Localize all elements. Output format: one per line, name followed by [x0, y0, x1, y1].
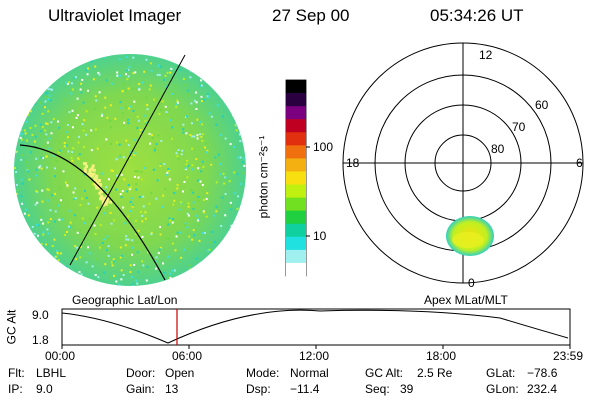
- alt-xtick-0000: 00:00: [45, 349, 76, 363]
- gc-alt-axis-label: GC Alt: [4, 309, 19, 345]
- lat-line: [19, 144, 166, 281]
- alt-xtick-1800: 18:00: [426, 349, 457, 363]
- gain-label: Gain:: [126, 382, 155, 396]
- seq-value: 39: [400, 382, 414, 396]
- glat-value: −78.6: [527, 366, 558, 380]
- colorbar-step: [286, 80, 306, 94]
- colorbar-step: [286, 93, 306, 107]
- time-label: 05:34:26 UT: [430, 6, 524, 25]
- gc-alt-value: 2.5 Re: [417, 366, 453, 380]
- colorbar-step: [286, 171, 306, 186]
- alt-xtick-0600: 06:00: [172, 349, 203, 363]
- colorbar-step: [286, 210, 306, 225]
- dsp-value: −11.4: [290, 382, 320, 396]
- ip-value: 9.0: [36, 382, 53, 396]
- mode-label: Mode:: [246, 366, 280, 380]
- lon-line: [69, 54, 186, 266]
- colorbar-step: [286, 106, 306, 120]
- alt-ytick-low: 1.8: [32, 333, 49, 347]
- colorbar-step: [286, 249, 306, 264]
- lat-label-70: 70: [512, 120, 526, 134]
- gain-value: 13: [165, 382, 179, 396]
- colorbar-step: [286, 236, 306, 251]
- mlt-label-12: 12: [479, 48, 493, 62]
- flt-value: LBHL: [36, 366, 67, 380]
- glon-value: 232.4: [527, 382, 558, 396]
- auroral-image-geographic: [14, 54, 246, 286]
- altitude-plot: [61, 308, 571, 349]
- glon-label: GLon:: [486, 382, 519, 396]
- ip-label: IP:: [8, 382, 23, 396]
- lat-label-80: 80: [491, 142, 505, 156]
- instrument-title: Ultraviolet Imager: [48, 6, 182, 25]
- dsp-label: Dsp:: [246, 382, 271, 396]
- mode-value: Normal: [290, 366, 329, 380]
- mlt-label-18: 18: [346, 156, 360, 170]
- geographic-panel-label: Geographic Lat/Lon: [72, 293, 178, 307]
- glat-label: GLat:: [486, 366, 516, 380]
- colorbar-tick-100: 100: [313, 140, 334, 154]
- colorbar-step: [286, 119, 306, 133]
- colorbar-step: [286, 262, 306, 277]
- gc-alt-label: GC Alt:: [365, 366, 404, 380]
- mlt-label-0: 0: [468, 276, 475, 290]
- door-label: Door:: [126, 366, 156, 380]
- alt-ytick-high: 9.0: [32, 308, 49, 322]
- apex-panel-label: Apex MLat/MLT: [424, 293, 508, 307]
- mlt-label-6: 6: [576, 156, 583, 170]
- colorbar-step: [286, 158, 306, 172]
- seq-label: Seq:: [365, 382, 390, 396]
- colorbar-unit-label: photon cm⁻²s⁻¹: [256, 135, 271, 219]
- colorbar-tick-10: 10: [313, 229, 327, 243]
- colorbar-step: [286, 197, 306, 212]
- colorbar-step: [286, 145, 306, 159]
- flt-label: Flt:: [8, 366, 25, 380]
- date-label: 27 Sep 00: [272, 6, 350, 25]
- door-value: Open: [165, 366, 195, 380]
- alt-xtick-1200: 12:00: [299, 349, 330, 363]
- colorbar-step: [286, 223, 306, 238]
- altitude-curve: [61, 309, 569, 344]
- lat-label-60: 60: [535, 98, 549, 112]
- polar-mlat-mlt-plot: [342, 42, 584, 284]
- colorbar-step: [286, 184, 306, 199]
- colorbar-step: [286, 132, 306, 146]
- alt-xtick-2359: 23:59: [553, 349, 584, 363]
- colorbar: [285, 79, 310, 277]
